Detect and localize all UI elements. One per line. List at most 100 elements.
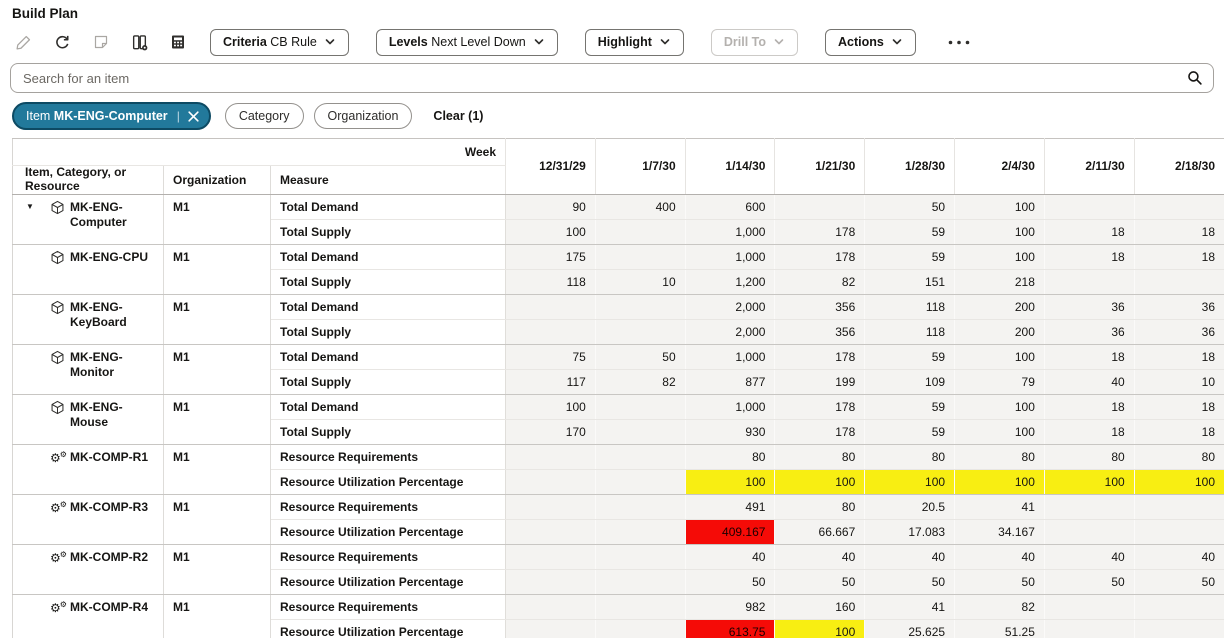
value-cell[interactable]: 409.167 [684, 519, 775, 545]
value-cell[interactable]: 80 [864, 444, 955, 470]
value-cell[interactable]: 178 [774, 419, 865, 445]
value-cell[interactable] [505, 619, 596, 638]
value-cell[interactable]: 75 [505, 344, 596, 370]
value-cell[interactable]: 118 [864, 319, 955, 345]
close-icon[interactable] [187, 110, 200, 123]
value-cell[interactable]: 1,000 [684, 344, 775, 370]
value-cell[interactable]: 36 [1133, 294, 1224, 320]
value-cell[interactable]: 2,000 [684, 319, 775, 345]
value-cell[interactable] [505, 319, 596, 345]
value-cell[interactable] [1133, 494, 1224, 520]
value-cell[interactable]: 90 [505, 194, 596, 220]
value-cell[interactable]: 930 [684, 419, 775, 445]
value-cell[interactable]: 18 [1043, 244, 1135, 270]
value-cell[interactable]: 600 [684, 194, 775, 220]
value-cell[interactable] [505, 469, 596, 495]
value-cell[interactable]: 80 [774, 444, 865, 470]
value-cell[interactable]: 356 [774, 294, 865, 320]
value-cell[interactable]: 178 [774, 244, 865, 270]
value-cell[interactable]: 82 [594, 369, 686, 395]
value-cell[interactable]: 199 [774, 369, 865, 395]
clear-filters-button[interactable]: Clear (1) [433, 109, 484, 123]
value-cell[interactable]: 18 [1133, 419, 1224, 445]
value-cell[interactable]: 100 [864, 469, 955, 495]
criteria-dropdown[interactable]: Criteria CB Rule [210, 28, 349, 56]
more-actions-icon[interactable] [943, 37, 975, 48]
value-cell[interactable]: 50 [1043, 569, 1135, 595]
value-cell[interactable]: 50 [684, 569, 775, 595]
value-cell[interactable]: 100 [505, 394, 596, 420]
value-cell[interactable] [1133, 594, 1224, 620]
expand-caret-icon[interactable]: ▼ [26, 201, 34, 211]
value-cell[interactable] [505, 569, 596, 595]
value-cell[interactable] [1043, 269, 1135, 295]
filter-chip-category[interactable]: Category [224, 103, 304, 129]
value-cell[interactable] [505, 594, 596, 620]
value-cell[interactable]: 82 [954, 594, 1045, 620]
value-cell[interactable]: 356 [774, 319, 865, 345]
value-cell[interactable]: 877 [684, 369, 775, 395]
value-cell[interactable]: 491 [684, 494, 775, 520]
value-cell[interactable]: 51.25 [954, 619, 1045, 638]
value-cell[interactable]: 175 [505, 244, 596, 270]
value-cell[interactable]: 178 [774, 219, 865, 245]
value-cell[interactable]: 41 [954, 494, 1045, 520]
value-cell[interactable] [594, 444, 686, 470]
value-cell[interactable]: 178 [774, 344, 865, 370]
value-cell[interactable]: 80 [774, 494, 865, 520]
value-cell[interactable]: 34.167 [954, 519, 1045, 545]
value-cell[interactable]: 10 [1133, 369, 1224, 395]
value-cell[interactable]: 25.625 [864, 619, 955, 638]
value-cell[interactable] [594, 569, 686, 595]
value-cell[interactable]: 50 [864, 569, 955, 595]
value-cell[interactable]: 40 [1133, 544, 1224, 570]
value-cell[interactable]: 80 [1133, 444, 1224, 470]
value-cell[interactable]: 117 [505, 369, 596, 395]
levels-dropdown[interactable]: Levels Next Level Down [375, 28, 558, 56]
value-cell[interactable]: 100 [954, 219, 1045, 245]
value-cell[interactable] [1133, 194, 1224, 220]
value-cell[interactable]: 10 [594, 269, 686, 295]
value-cell[interactable]: 40 [684, 544, 775, 570]
value-cell[interactable] [1133, 619, 1224, 638]
value-cell[interactable]: 200 [954, 319, 1045, 345]
value-cell[interactable]: 79 [954, 369, 1045, 395]
value-cell[interactable]: 118 [505, 269, 596, 295]
value-cell[interactable]: 36 [1043, 294, 1135, 320]
value-cell[interactable]: 80 [1043, 444, 1135, 470]
value-cell[interactable]: 17.083 [864, 519, 955, 545]
filter-chip-organization[interactable]: Organization [313, 103, 413, 129]
value-cell[interactable]: 151 [864, 269, 955, 295]
value-cell[interactable] [1133, 269, 1224, 295]
value-cell[interactable] [594, 244, 686, 270]
value-cell[interactable]: 59 [864, 344, 955, 370]
value-cell[interactable]: 40 [954, 544, 1045, 570]
value-cell[interactable]: 18 [1043, 419, 1135, 445]
highlight-dropdown[interactable]: Highlight [584, 28, 684, 56]
value-cell[interactable]: 2,000 [684, 294, 775, 320]
value-cell[interactable]: 100 [954, 244, 1045, 270]
value-cell[interactable] [594, 419, 686, 445]
value-cell[interactable] [1043, 594, 1135, 620]
value-cell[interactable]: 18 [1133, 394, 1224, 420]
value-cell[interactable]: 160 [774, 594, 865, 620]
value-cell[interactable]: 170 [505, 419, 596, 445]
value-cell[interactable]: 36 [1133, 319, 1224, 345]
value-cell[interactable]: 40 [774, 544, 865, 570]
value-cell[interactable] [1043, 519, 1135, 545]
value-cell[interactable] [1043, 194, 1135, 220]
value-cell[interactable] [505, 519, 596, 545]
value-cell[interactable]: 18 [1043, 394, 1135, 420]
value-cell[interactable]: 40 [1043, 544, 1135, 570]
value-cell[interactable]: 1,000 [684, 394, 775, 420]
value-cell[interactable]: 1,000 [684, 219, 775, 245]
value-cell[interactable] [505, 494, 596, 520]
value-cell[interactable]: 50 [864, 194, 955, 220]
value-cell[interactable]: 50 [1133, 569, 1224, 595]
value-cell[interactable] [505, 544, 596, 570]
value-cell[interactable]: 178 [774, 394, 865, 420]
value-cell[interactable] [594, 494, 686, 520]
value-cell[interactable]: 66.667 [774, 519, 865, 545]
value-cell[interactable]: 18 [1133, 344, 1224, 370]
value-cell[interactable] [594, 219, 686, 245]
